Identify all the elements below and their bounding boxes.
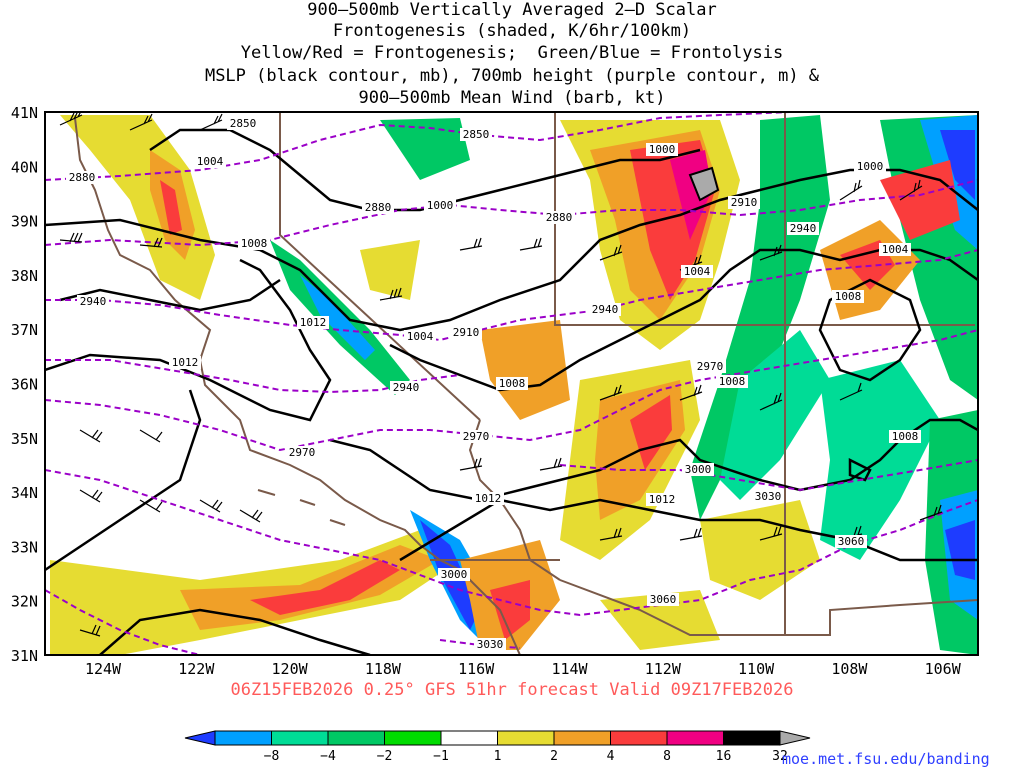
- mslp-label: 1012: [649, 493, 676, 506]
- lat-label: 37N: [11, 321, 38, 339]
- lat-label: 33N: [11, 538, 38, 556]
- longitude-labels: 124W 122W 120W 118W 116W 114W 112W 110W 108W 106W: [85, 660, 962, 678]
- lat-label: 31N: [11, 647, 38, 665]
- wind-barbs: [59, 112, 943, 637]
- lon-label: 120W: [272, 660, 309, 678]
- height-label: 2940: [592, 303, 619, 316]
- height-label: 2850: [230, 117, 257, 130]
- mslp-label: 1012: [300, 316, 327, 329]
- colorbar-label: −8: [264, 749, 280, 764]
- colorbar-label: 8: [663, 749, 671, 764]
- colorbar-box: [553, 730, 611, 746]
- colorbar-box: [723, 730, 781, 746]
- mslp-label: 1004: [882, 243, 909, 256]
- lon-label: 114W: [551, 660, 588, 678]
- height-label: 2970: [463, 430, 490, 443]
- title-line-5: 900–500mb Mean Wind (barb, kt): [358, 88, 666, 108]
- colorbar-label: 32: [772, 749, 788, 764]
- mslp-label: 1004: [197, 155, 224, 168]
- mslp-label: 1004: [684, 265, 711, 278]
- lon-label: 110W: [738, 660, 775, 678]
- height-label: 2940: [80, 295, 107, 308]
- lon-label: 118W: [365, 660, 402, 678]
- colorbar-box: [214, 730, 272, 746]
- coastline-borders: [74, 112, 978, 655]
- mslp-label: 1008: [719, 375, 746, 388]
- lat-label: 36N: [11, 376, 38, 394]
- height-label: 3060: [838, 535, 865, 548]
- height-label: 2850: [463, 128, 490, 141]
- mslp-label: 1012: [172, 356, 199, 369]
- mslp-label: 1012: [475, 492, 502, 505]
- colorbar-box: [271, 730, 329, 746]
- mslp-contour-labels: 1004 1000 1000 1000 1004 1008 1008 1004 1012 1004…: [169, 143, 921, 506]
- colorbar-label: 2: [550, 749, 558, 764]
- title-line-4: MSLP (black contour, mb), 700mb height (…: [204, 66, 820, 86]
- colorbar-box: [327, 730, 385, 746]
- lon-label: 106W: [925, 660, 962, 678]
- colorbar-label: 16: [716, 749, 732, 764]
- colorbar-label: −4: [320, 749, 336, 764]
- map-frame: [44, 111, 979, 656]
- mslp-label: 1000: [857, 160, 884, 173]
- title-line-2: Frontogenesis (shaded, K/6hr/100km): [332, 21, 692, 41]
- height-label: 2970: [289, 446, 316, 459]
- source-credit[interactable]: moe.met.fsu.edu/banding: [782, 750, 990, 768]
- lon-label: 122W: [178, 660, 215, 678]
- lon-label: 108W: [831, 660, 868, 678]
- height-contour-labels: 2850 2850 2880 2880 2880 2910 2940 2910 2940 2940…: [66, 117, 867, 651]
- lat-label: 40N: [11, 158, 38, 176]
- colorbar-box: [384, 730, 442, 746]
- mslp-label: 1008: [499, 377, 526, 390]
- colorbar-label: −2: [377, 749, 393, 764]
- mslp-label: 1008: [835, 290, 862, 303]
- colorbar-box: [610, 730, 668, 746]
- colorbar-label: 4: [607, 749, 615, 764]
- height-label: 2910: [731, 196, 758, 209]
- colorbar-label: 1: [494, 749, 502, 764]
- height-label: 2970: [697, 360, 724, 373]
- title-line-3: Yellow/Red = Frontogenesis; Green/Blue =…: [240, 43, 784, 63]
- latitude-labels: 41N 40N 39N 38N 37N 36N 35N 34N 33N 32N 31N: [11, 104, 38, 665]
- colorbar-box: [497, 730, 555, 746]
- title-line-1: 900–500mb Vertically Averaged 2–D Scalar: [307, 0, 717, 20]
- lon-label: 124W: [85, 660, 122, 678]
- colorbar-label: −1: [433, 749, 449, 764]
- colorbar-box: [666, 730, 724, 746]
- height-label: 3000: [685, 463, 712, 476]
- height-label: 2880: [546, 211, 573, 224]
- lon-label: 112W: [645, 660, 682, 678]
- mslp-label: 1004: [407, 330, 434, 343]
- height-label: 3030: [477, 638, 504, 651]
- height-label: 2940: [393, 381, 420, 394]
- height-label: 2910: [453, 326, 480, 339]
- colorbar-boxes: [184, 730, 811, 746]
- height-label: 3030: [755, 490, 782, 503]
- mslp-label: 1000: [649, 143, 676, 156]
- lat-label: 39N: [11, 213, 38, 231]
- height-label: 2940: [790, 222, 817, 235]
- mslp-label: 1000: [427, 199, 454, 212]
- colorbar-labels: −8 −4 −2 −1 1 2 4 8 16 32: [264, 749, 788, 764]
- lat-label: 38N: [11, 267, 38, 285]
- height-label: 2880: [365, 201, 392, 214]
- mslp-label: 1008: [241, 237, 268, 250]
- colorbar-high-arrow: [779, 730, 811, 746]
- lat-label: 41N: [11, 104, 38, 122]
- lon-label: 116W: [458, 660, 495, 678]
- colorbar-box: [440, 730, 498, 746]
- height-label: 2880: [69, 171, 96, 184]
- height-label: 3060: [650, 593, 677, 606]
- lat-label: 35N: [11, 430, 38, 448]
- lat-label: 34N: [11, 484, 38, 502]
- colorbar-low-arrow: [184, 730, 216, 746]
- forecast-valid-subtitle: 06Z15FEB2026 0.25° GFS 51hr forecast Val…: [230, 680, 794, 700]
- mslp-label: 1008: [892, 430, 919, 443]
- height-label: 3000: [441, 568, 468, 581]
- lat-label: 32N: [11, 593, 38, 611]
